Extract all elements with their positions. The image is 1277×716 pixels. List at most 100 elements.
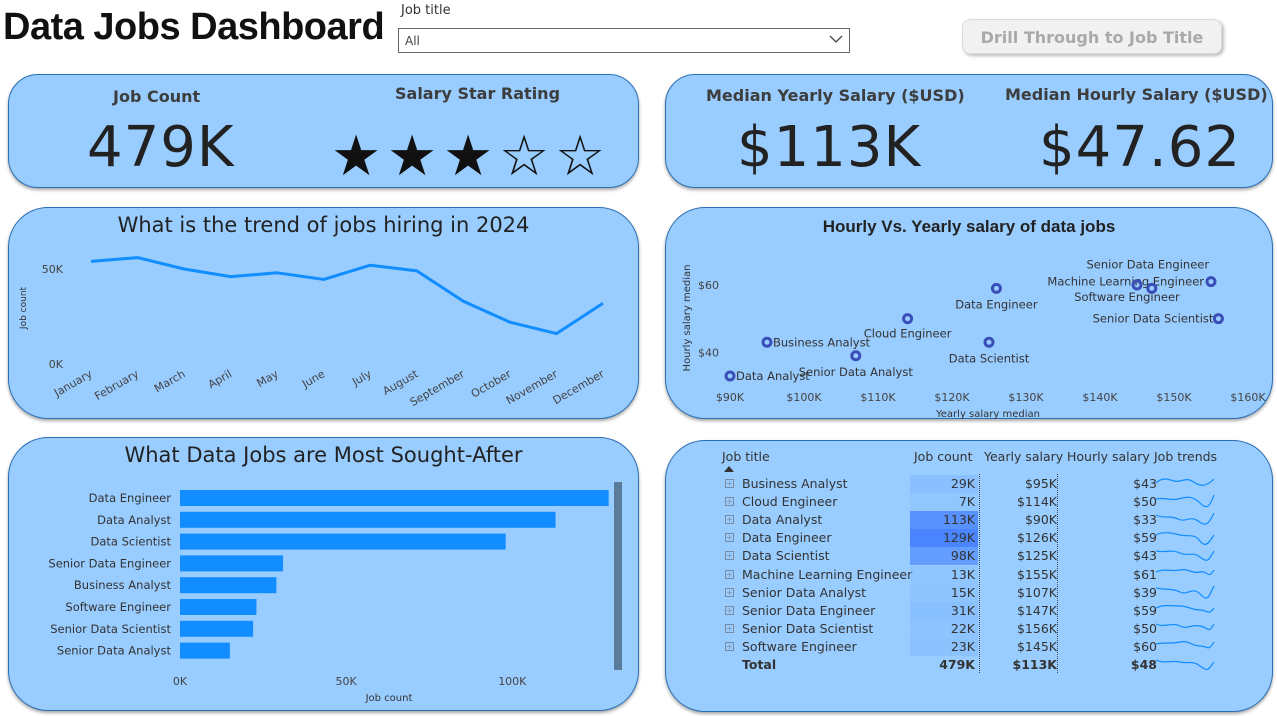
scatter-point-label: Machine Learning Engineer <box>1047 275 1204 289</box>
x-tick-label: April <box>206 367 234 391</box>
x-tick-label: May <box>254 367 281 390</box>
x-tick-label: $160K <box>1230 391 1266 404</box>
star-filled-icon: ★ <box>443 124 494 189</box>
expand-row-icon[interactable]: + <box>725 479 734 488</box>
expand-row-icon[interactable]: + <box>725 569 734 579</box>
bar-category-label: Senior Data Scientist <box>50 622 171 636</box>
job-trend-sparkline <box>1156 550 1215 562</box>
table-row[interactable]: + Data Scientist 98K $125K $43 <box>722 547 1222 566</box>
column-header-job-title[interactable]: Job title <box>722 449 770 464</box>
chevron-down-icon <box>829 35 843 43</box>
hourly-salary-cell: $33 <box>1133 512 1157 528</box>
hourly-salary-cell: $50 <box>1133 494 1157 510</box>
job-count-cell: 15K <box>950 584 975 600</box>
job-title-dropdown[interactable]: All <box>398 28 850 53</box>
job-count-value: 479K <box>87 115 235 180</box>
expand-row-icon[interactable]: + <box>725 587 734 597</box>
scatter-point-label: Senior Data Scientist <box>1093 312 1214 326</box>
salary-scatter-chart: $90K $100K $110K $120K $130K $140K $150K $160K $… <box>682 257 1266 420</box>
x-axis-label: Yearly salary median <box>935 409 1040 420</box>
job-trend-sparkline <box>1156 623 1215 630</box>
sparkline-path <box>1156 623 1215 630</box>
median-yearly-salary-value: $113K <box>737 115 922 180</box>
scatter-point-label: Data Scientist <box>949 351 1030 365</box>
table-row[interactable]: + Business Analyst 29K $95K $43 <box>722 475 1222 493</box>
job-count-cell: 29K <box>950 476 975 491</box>
trend-series-line <box>90 256 604 336</box>
column-divider <box>1057 474 1058 674</box>
table-row[interactable]: + Senior Data Scientist 22K $156K $50 <box>722 619 1222 638</box>
column-divider <box>979 474 980 674</box>
table-row[interactable]: + Software Engineer 23K $145K $60 <box>722 637 1222 656</box>
column-header-hourly-salary[interactable]: Hourly salary <box>1067 449 1150 464</box>
table-row[interactable]: + Machine Learning Engineer 13K $155K $61 <box>722 565 1222 584</box>
bar-category-label: Senior Data Engineer <box>48 556 171 570</box>
y-axis-label: Hourly salary median <box>682 265 693 372</box>
scatter-chart-title: Hourly Vs. Yearly salary of data jobs <box>822 217 1116 236</box>
scatter-point <box>983 336 995 348</box>
trend-chart-title: What is the trend of jobs hiring in 2024 <box>117 213 530 237</box>
yearly-salary-cell: $125K <box>1016 548 1057 564</box>
x-tick-label: July <box>349 367 374 389</box>
scatter-point <box>761 336 773 348</box>
expand-row-icon[interactable]: + <box>725 551 734 561</box>
sparkline-path <box>1156 550 1215 562</box>
column-header-job-count[interactable]: Job count <box>914 449 973 464</box>
job-trend-sparkline <box>1156 494 1215 508</box>
table-row[interactable]: + Data Engineer 129K $126K $59 <box>722 529 1222 548</box>
job-trend-sparkline <box>1156 640 1215 649</box>
expand-row-icon[interactable]: + <box>725 515 734 525</box>
job-title-cell: Data Analyst <box>742 512 823 528</box>
scatter-point <box>902 313 914 325</box>
x-tick-label: $110K <box>860 391 896 404</box>
y-tick-label: $60 <box>698 279 719 292</box>
sparkline-path <box>1156 478 1215 486</box>
column-header-job-trends[interactable]: Job trends <box>1154 449 1218 464</box>
table-row[interactable]: + Senior Data Engineer 31K $147K $59 <box>722 601 1222 620</box>
table-row[interactable]: + Data Analyst 113K $90K $33 <box>722 511 1222 530</box>
job-trend-sparkline <box>1156 478 1215 486</box>
bar-chart-card: What Data Jobs are Most Sought-After Dat… <box>8 437 639 711</box>
yearly-salary-cell: $156K <box>1016 620 1057 636</box>
x-tick-label: December <box>551 367 607 407</box>
yearly-salary-cell: $126K <box>1016 530 1057 546</box>
bar <box>180 599 257 615</box>
job-count-cell: 113K <box>942 512 975 528</box>
job-count-cell: 13K <box>950 566 975 582</box>
bar-chart-title: What Data Jobs are Most Sought-After <box>124 443 523 467</box>
sparkline-path <box>1156 532 1215 546</box>
expand-row-icon[interactable]: + <box>725 623 734 633</box>
x-tick-label: $130K <box>1008 391 1044 404</box>
bar-chart-scrollbar[interactable] <box>614 482 622 670</box>
scatter-point-label: Software Engineer <box>1074 290 1180 304</box>
table-row[interactable]: + Cloud Engineer 7K $114K $50 <box>722 493 1222 512</box>
scatter-point <box>724 370 736 382</box>
job-title-cell: Machine Learning Engineer <box>742 566 913 582</box>
expand-row-icon[interactable]: + <box>725 605 734 615</box>
scatter-point <box>1131 279 1143 291</box>
sparkline-path <box>1156 568 1215 575</box>
star-empty-icon: ☆ <box>555 124 606 189</box>
star-filled-icon: ★ <box>331 124 382 189</box>
expand-row-icon[interactable]: + <box>725 497 734 507</box>
drill-through-button[interactable]: Drill Through to Job Title <box>962 19 1222 54</box>
scatter-point-label: Business Analyst <box>773 335 871 349</box>
yearly-salary-cell: $107K <box>1016 584 1057 600</box>
hourly-salary-cell: $50 <box>1133 620 1157 636</box>
job-title-cell: Senior Data Scientist <box>742 620 874 636</box>
yearly-salary-cell: $147K <box>1016 602 1057 618</box>
yearly-salary-cell: $145K <box>1016 638 1057 654</box>
table-row[interactable]: + Senior Data Analyst 15K $107K $39 <box>722 583 1222 602</box>
job-count-databar <box>910 565 978 584</box>
scatter-point <box>1212 313 1224 325</box>
expand-row-icon[interactable]: + <box>725 533 734 543</box>
sparkline-path <box>1156 512 1215 526</box>
scatter-point-label: Data Engineer <box>955 297 1038 311</box>
expand-row-icon[interactable]: + <box>725 641 734 651</box>
job-count-cell: 22K <box>950 620 975 636</box>
bar-category-label: Data Analyst <box>97 513 171 527</box>
x-tick-label: 100K <box>498 675 527 688</box>
column-header-yearly-salary[interactable]: Yearly salary <box>984 449 1064 464</box>
yearly-salary-cell: $155K <box>1016 566 1057 582</box>
scatter-point <box>1146 282 1158 294</box>
